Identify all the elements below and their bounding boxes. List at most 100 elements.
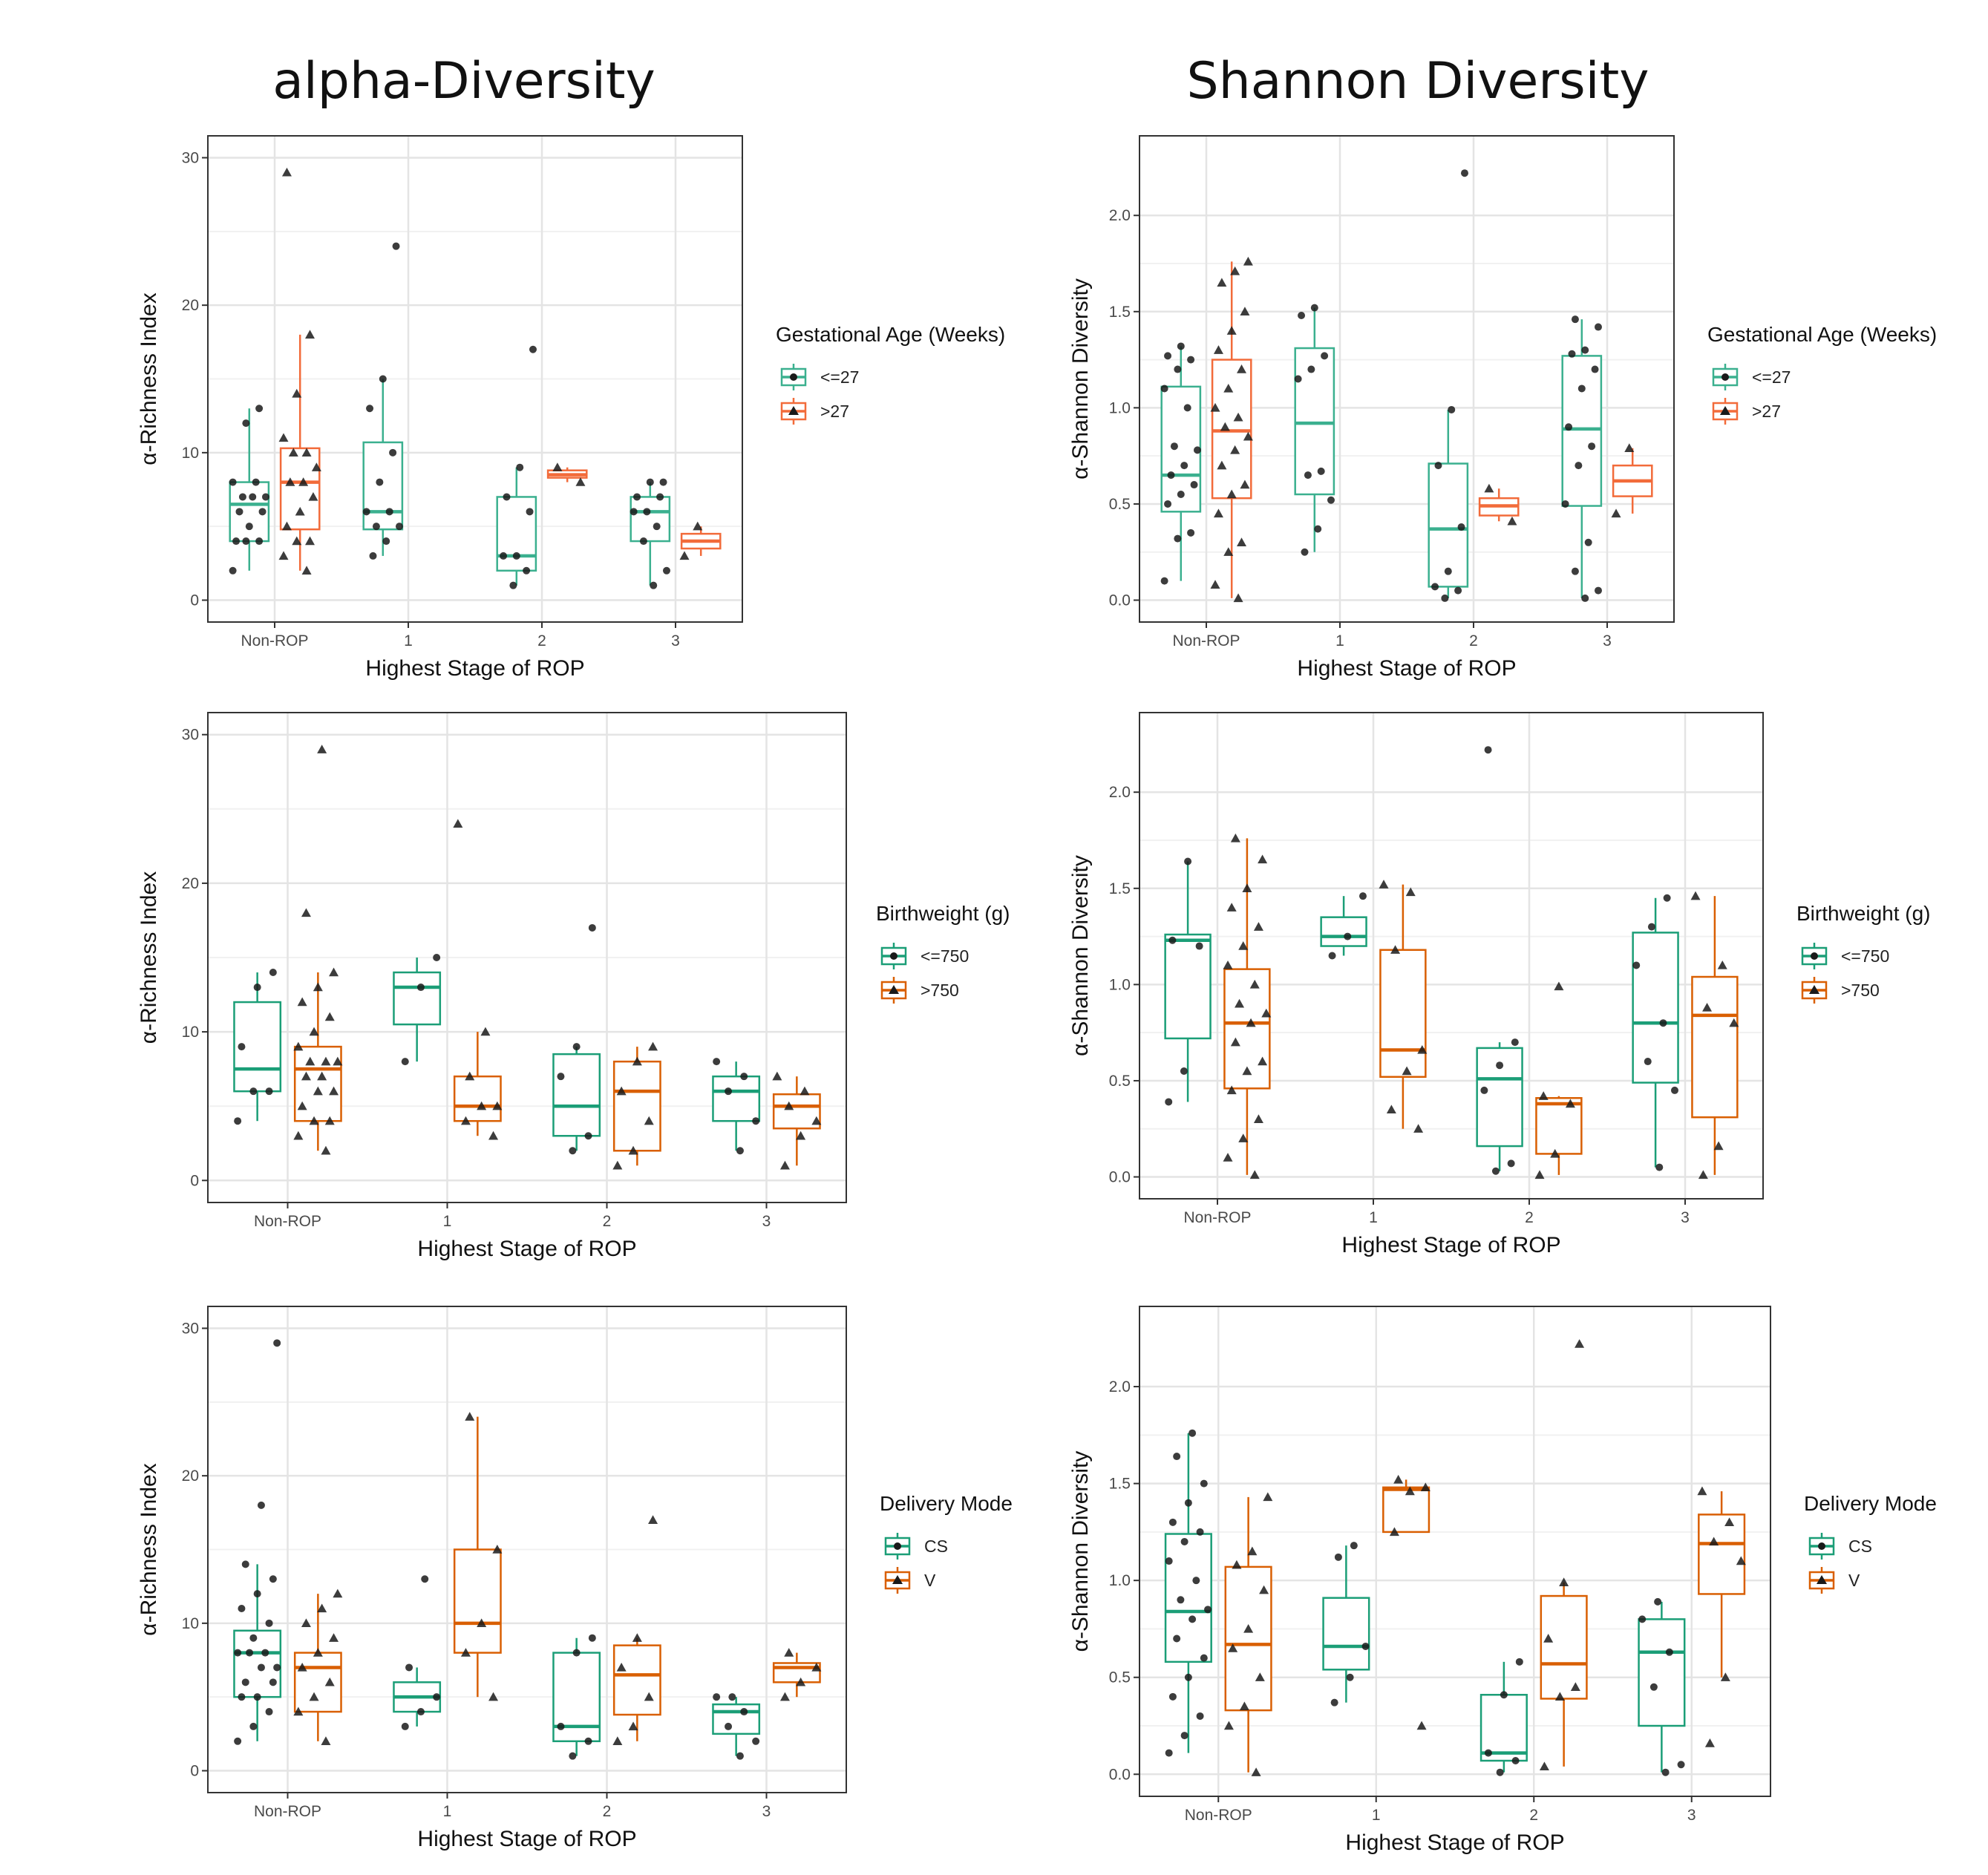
- data-point: [1261, 1008, 1272, 1018]
- data-point: [612, 1736, 623, 1745]
- box-iqr: [1632, 932, 1679, 1084]
- data-point: [632, 1056, 642, 1066]
- y-tick-label: 2.0: [1109, 1378, 1131, 1395]
- data-point: [1249, 979, 1260, 989]
- data-point: [509, 581, 517, 589]
- data-point: [329, 1086, 339, 1096]
- data-point: [297, 1101, 307, 1110]
- data-point: [725, 1722, 733, 1730]
- y-tick-label: 1.5: [1109, 1476, 1131, 1493]
- data-point: [292, 536, 302, 546]
- data-point: [366, 405, 374, 413]
- data-point: [1581, 346, 1589, 354]
- data-point: [1690, 891, 1701, 900]
- data-point: [1571, 315, 1579, 324]
- y-tick-label: 10: [182, 1615, 199, 1632]
- y-tick-label: 10: [182, 445, 199, 462]
- data-point: [632, 1633, 642, 1642]
- data-point: [1575, 462, 1583, 470]
- data-point: [416, 984, 425, 992]
- data-point: [460, 1648, 471, 1657]
- box-27-Non-ROP: [229, 405, 270, 575]
- data-point: [1736, 1556, 1746, 1565]
- data-point: [329, 967, 339, 977]
- data-point: [1321, 352, 1329, 360]
- data-point: [725, 1087, 733, 1096]
- data-point: [811, 1662, 822, 1672]
- data-point: [1317, 467, 1325, 475]
- data-point: [659, 478, 667, 486]
- data-point: [1240, 480, 1250, 489]
- legend-label: <=750: [921, 946, 969, 966]
- box-iqr: [1294, 347, 1335, 496]
- data-point: [1217, 278, 1227, 287]
- data-point: [1647, 923, 1655, 931]
- data-point: [1160, 385, 1168, 393]
- data-point: [301, 448, 312, 457]
- legend-key-marker: [1720, 406, 1730, 415]
- data-point: [1584, 538, 1592, 546]
- x-tick-label: 2: [1529, 1807, 1538, 1824]
- data-point: [1192, 1577, 1200, 1585]
- data-point: [1294, 375, 1302, 383]
- box-iqr: [612, 1644, 661, 1716]
- x-tick-label: 2: [603, 1803, 612, 1820]
- data-point: [644, 1692, 654, 1701]
- data-point: [1358, 892, 1367, 900]
- data-point: [1713, 1141, 1724, 1151]
- data-point: [1226, 1085, 1237, 1095]
- data-point: [1720, 1672, 1730, 1681]
- box-iqr: [1561, 355, 1603, 507]
- data-point: [1259, 1585, 1269, 1594]
- x-tick-label: Non-ROP: [254, 1803, 321, 1820]
- data-point: [1310, 304, 1318, 312]
- box-iqr: [1691, 975, 1739, 1119]
- legend-label: CS: [924, 1537, 948, 1556]
- box-iqr: [362, 441, 404, 531]
- data-point: [1190, 481, 1198, 489]
- data-point: [1223, 960, 1233, 969]
- data-point: [1344, 932, 1352, 940]
- box-27-2: [546, 462, 588, 486]
- column-title-left: alpha-Diversity: [272, 52, 655, 111]
- data-point: [1334, 1553, 1342, 1561]
- data-point: [1550, 1148, 1560, 1158]
- data-point: [1484, 746, 1492, 754]
- data-point: [379, 375, 387, 383]
- data-point: [1223, 1153, 1233, 1162]
- data-point: [1230, 445, 1240, 454]
- box-750-2: [1534, 981, 1583, 1179]
- data-point: [369, 552, 377, 560]
- data-point: [713, 1693, 721, 1701]
- box-750-3: [1632, 894, 1679, 1171]
- data-point: [1416, 1721, 1427, 1730]
- data-point: [1180, 1067, 1188, 1075]
- data-point: [257, 1663, 265, 1672]
- data-point: [234, 1737, 242, 1745]
- data-point: [1168, 1692, 1177, 1701]
- plot-border: [207, 135, 743, 623]
- x-axis-title: Highest Stage of ROP: [417, 1827, 636, 1851]
- box-iqr: [630, 496, 671, 543]
- box-750-3: [772, 1071, 822, 1170]
- data-point: [1559, 1577, 1569, 1586]
- box-iqr: [279, 447, 321, 531]
- data-point: [656, 493, 664, 501]
- data-point: [1188, 1615, 1197, 1623]
- data-point: [392, 242, 400, 250]
- box-iqr: [1698, 1514, 1746, 1595]
- data-point: [281, 521, 292, 531]
- box-iqr: [233, 1629, 282, 1698]
- box-V-1: [1382, 1474, 1430, 1730]
- plot-border: [207, 1306, 847, 1793]
- legend-key-marker: [894, 1542, 901, 1550]
- box-750-Non-ROP: [1223, 833, 1272, 1179]
- data-point: [1164, 352, 1172, 360]
- data-point: [639, 537, 647, 546]
- box-750-Non-ROP: [293, 745, 343, 1155]
- data-point: [784, 1101, 794, 1110]
- data-point: [372, 523, 380, 531]
- y-tick-label: 30: [182, 149, 199, 166]
- legend-label: >27: [1752, 402, 1781, 421]
- y-tick-label: 1.5: [1109, 304, 1131, 321]
